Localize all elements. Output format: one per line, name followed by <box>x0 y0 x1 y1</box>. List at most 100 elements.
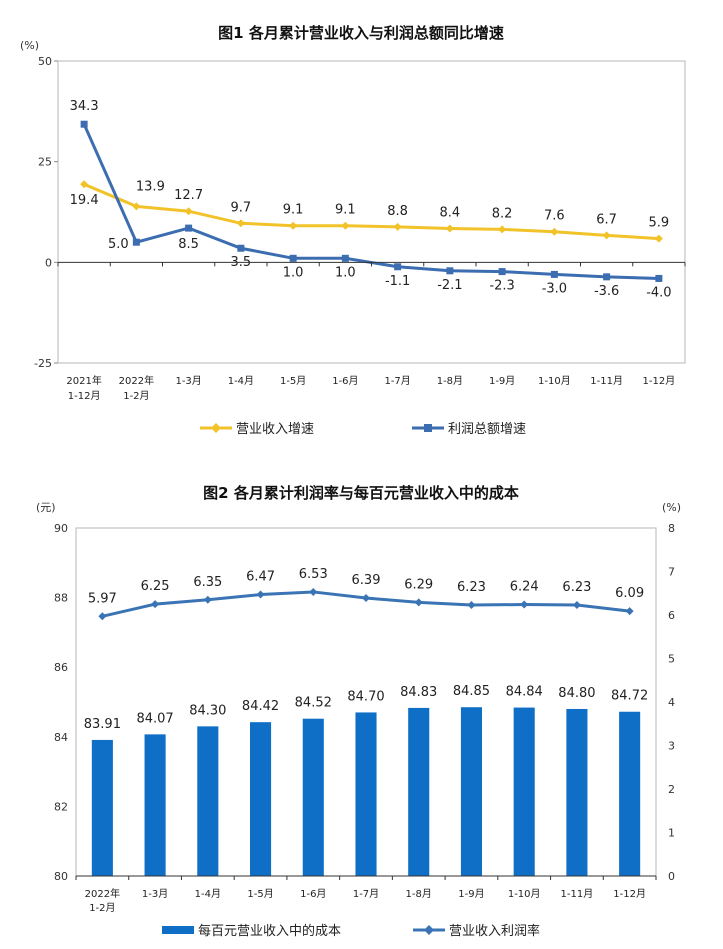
y-right-tick-label: 2 <box>668 783 675 796</box>
data-point-rate <box>625 607 634 616</box>
data-label-rate: 6.09 <box>615 586 644 601</box>
data-label-profit: 8.5 <box>178 237 199 252</box>
data-label-revenue: 19.4 <box>70 193 99 208</box>
data-point-rate <box>467 600 476 609</box>
x-tick-label: 1-7月 <box>353 888 379 900</box>
x-tick-label: 2021年 <box>66 374 101 387</box>
x-tick-label: 1-2月 <box>89 902 115 914</box>
data-point-profit <box>237 244 245 252</box>
x-tick-label: 1-5月 <box>247 888 273 900</box>
legend-label-cost: 每百元营业收入中的成本 <box>198 923 341 939</box>
y-tick-label: 25 <box>38 156 52 169</box>
bar-cost <box>566 708 588 876</box>
data-label-rate: 6.53 <box>299 567 328 582</box>
data-point-profit <box>341 254 349 262</box>
y-left-tick-label: 84 <box>54 731 68 744</box>
x-tick-label: 1-11月 <box>561 888 594 900</box>
data-label-rate: 6.23 <box>562 580 591 595</box>
data-point-revenue <box>341 221 350 230</box>
data-label-profit: 1.0 <box>283 265 304 280</box>
data-label-rate: 6.35 <box>193 575 222 590</box>
y-left-tick-label: 88 <box>54 592 68 605</box>
bar-cost <box>513 707 535 876</box>
x-tick-label: 1-3月 <box>175 375 201 387</box>
x-tick-label: 1-9月 <box>458 888 484 900</box>
y-right-tick-label: 7 <box>668 566 675 579</box>
data-label-cost: 84.80 <box>558 686 595 701</box>
legend-marker-revenue <box>211 423 221 433</box>
data-label-revenue: 9.1 <box>283 203 304 218</box>
data-label-rate: 6.25 <box>141 579 170 594</box>
data-label-cost: 84.30 <box>189 703 226 718</box>
x-tick-label: 1-3月 <box>142 888 168 900</box>
data-point-revenue <box>445 224 454 233</box>
data-label-revenue: 9.1 <box>335 203 356 218</box>
y-right-tick-label: 1 <box>668 827 675 840</box>
data-label-cost: 84.42 <box>242 699 279 714</box>
x-tick-label: 1-4月 <box>228 375 254 387</box>
data-label-rate: 6.24 <box>510 580 539 595</box>
x-tick-label: 1-2月 <box>123 390 149 402</box>
bar-cost <box>619 711 641 876</box>
data-label-profit: -3.0 <box>542 281 567 296</box>
y-left-tick-label: 80 <box>54 870 68 883</box>
data-label-rate: 6.23 <box>457 580 486 595</box>
data-point-profit <box>185 224 193 232</box>
data-label-rate: 5.97 <box>88 591 117 606</box>
data-point-rate <box>309 587 318 596</box>
data-point-rate <box>520 600 529 609</box>
data-label-cost: 84.70 <box>347 689 384 704</box>
x-tick-label: 1-9月 <box>489 375 515 387</box>
data-label-profit: -1.1 <box>385 274 410 289</box>
legend-label-rate: 营业收入利润率 <box>449 923 540 939</box>
data-point-revenue <box>236 219 245 228</box>
x-tick-label: 1-10月 <box>538 375 571 387</box>
data-point-revenue <box>654 234 663 243</box>
bar-cost <box>408 707 430 876</box>
legend-label-revenue: 营业收入增速 <box>236 422 314 437</box>
data-point-revenue <box>498 225 507 234</box>
chart-1-legend: 营业收入增速 利润总额增速 <box>200 422 526 437</box>
x-tick-label: 1-12月 <box>613 888 646 900</box>
data-label-profit: -2.1 <box>437 278 462 293</box>
data-label-revenue: 8.2 <box>492 206 513 221</box>
data-point-rate <box>256 590 265 599</box>
data-label-cost: 84.72 <box>611 689 648 704</box>
data-label-revenue: 8.4 <box>440 206 461 221</box>
bar-cost <box>197 726 219 876</box>
legend-marker-rate <box>424 925 434 935</box>
data-label-profit: 5.0 <box>108 237 129 252</box>
data-label-profit: -2.3 <box>489 279 514 294</box>
y-left-tick-label: 82 <box>54 800 68 813</box>
chart-2-left-unit: (元) <box>36 501 56 514</box>
data-point-rate <box>414 598 423 607</box>
data-point-revenue <box>602 231 611 240</box>
y-right-tick-label: 6 <box>668 609 675 622</box>
data-label-profit: 1.0 <box>335 265 356 280</box>
x-tick-label: 1-5月 <box>280 375 306 387</box>
y-right-tick-label: 3 <box>668 740 675 753</box>
bar-cost <box>355 712 377 876</box>
data-point-profit <box>289 254 297 262</box>
data-point-profit <box>80 120 88 128</box>
chart-1-title: 图1 各月累计营业收入与利润总额同比增速 <box>218 24 504 42</box>
x-tick-label: 1-6月 <box>332 375 358 387</box>
x-tick-label: 1-8月 <box>406 888 432 900</box>
y-left-tick-label: 86 <box>54 661 68 674</box>
data-point-revenue <box>184 207 193 216</box>
data-label-cost: 84.83 <box>400 685 437 700</box>
data-label-rate: 6.47 <box>246 570 275 585</box>
x-tick-label: 2022年 <box>85 887 120 900</box>
data-point-profit <box>603 273 611 281</box>
chart-1-plot-border <box>57 60 686 364</box>
data-label-cost: 83.91 <box>84 717 121 732</box>
data-point-revenue <box>289 221 298 230</box>
data-label-cost: 84.52 <box>295 696 332 711</box>
series-line-revenue <box>83 182 659 241</box>
data-point-revenue <box>393 222 402 231</box>
chart-1: 图1 各月累计营业收入与利润总额同比增速 (%) 19.4 13.9 12.7 9.7… <box>20 24 686 437</box>
data-label-cost: 84.07 <box>136 711 173 726</box>
y-tick-label: -25 <box>34 357 52 370</box>
x-tick-label: 1-8月 <box>437 375 463 387</box>
